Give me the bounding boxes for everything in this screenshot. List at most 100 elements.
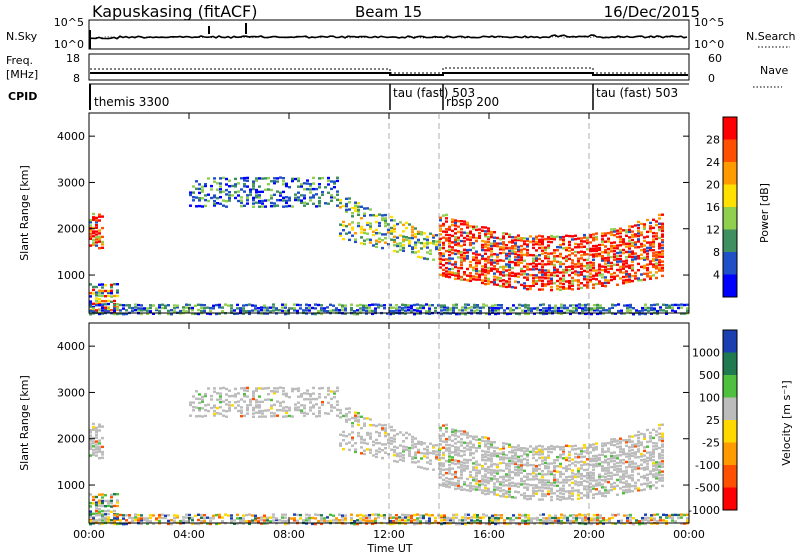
velocity-cell xyxy=(225,410,228,413)
power-cell xyxy=(658,267,661,270)
power-cell xyxy=(535,282,538,285)
power-cell xyxy=(197,308,200,312)
velocity-cell xyxy=(562,492,565,496)
power-cell xyxy=(604,270,607,273)
power-cell xyxy=(267,199,270,202)
power-cell xyxy=(487,271,490,275)
velocity-cell xyxy=(461,516,464,519)
power-cell xyxy=(511,266,514,270)
velocity-cell xyxy=(237,400,240,403)
power-cell xyxy=(610,261,613,265)
velocity-cell xyxy=(204,393,207,396)
velocity-cell xyxy=(646,440,649,444)
velocity-cell xyxy=(583,463,586,466)
velocity-cell xyxy=(508,468,511,471)
power-cell xyxy=(493,231,496,234)
power-cell xyxy=(303,194,306,197)
velocity-cell xyxy=(407,516,410,519)
velocity-cell xyxy=(425,520,428,523)
power-cell xyxy=(92,285,95,289)
power-cell xyxy=(185,303,188,306)
power-cell xyxy=(338,309,341,312)
velocity-cell xyxy=(381,427,384,430)
power-cell xyxy=(511,286,514,289)
velocity-cell xyxy=(201,400,204,403)
velocity-cell xyxy=(601,450,604,453)
power-cell xyxy=(448,245,451,248)
power-cell xyxy=(303,201,306,204)
power-cell xyxy=(643,272,646,275)
velocity-cell xyxy=(463,467,466,470)
velocity-cell xyxy=(219,406,222,409)
velocity-cell xyxy=(426,451,429,454)
velocity-cell xyxy=(544,494,547,498)
velocity-cell xyxy=(212,517,215,520)
power-cell xyxy=(460,261,463,264)
power-cell xyxy=(311,312,314,316)
velocity-cell xyxy=(360,438,363,441)
velocity-cell xyxy=(628,449,631,452)
power-cell xyxy=(320,309,323,312)
power-cell xyxy=(463,240,466,243)
velocity-cell xyxy=(529,495,532,498)
velocity-cell xyxy=(541,489,544,492)
power-cell xyxy=(526,265,529,269)
velocity-cell xyxy=(601,448,604,451)
velocity-cell xyxy=(487,437,490,440)
power-cell xyxy=(487,240,490,244)
velocity-cell xyxy=(378,434,381,437)
velocity-cell xyxy=(451,451,454,454)
velocity-cell xyxy=(460,466,463,469)
velocity-cell xyxy=(420,441,423,444)
power-cell xyxy=(281,309,284,313)
velocity-cell xyxy=(431,514,434,517)
velocity-cell xyxy=(104,494,107,497)
velocity-cell xyxy=(381,424,384,427)
velocity-cell xyxy=(306,398,309,401)
power-cell xyxy=(257,307,260,310)
velocity-cell xyxy=(490,468,493,472)
power-cell xyxy=(586,278,589,281)
power-cell xyxy=(499,265,502,269)
velocity-cell xyxy=(414,445,417,449)
velocity-cell xyxy=(586,496,589,499)
velocity-cell xyxy=(281,516,284,519)
velocity-cell xyxy=(496,472,499,475)
power-cell xyxy=(649,241,652,244)
velocity-cell xyxy=(577,481,580,484)
velocity-cell xyxy=(463,441,466,444)
velocity-cell xyxy=(542,520,545,523)
power-cell xyxy=(625,229,628,232)
velocity-cell xyxy=(122,514,125,517)
power-cell xyxy=(357,213,360,216)
velocity-cell xyxy=(221,516,224,519)
velocity-cell xyxy=(195,397,198,400)
power-cell xyxy=(371,309,374,313)
power-cell xyxy=(535,259,538,262)
velocity-cell xyxy=(448,449,451,453)
velocity-cell xyxy=(487,481,490,485)
velocity-cell xyxy=(457,466,460,469)
power-cell xyxy=(652,252,655,255)
power-cell xyxy=(523,272,526,276)
velocity-cell xyxy=(201,398,204,401)
power-cell xyxy=(95,304,98,307)
velocity-cell xyxy=(242,522,245,525)
power-cell xyxy=(92,226,95,230)
power-cell xyxy=(484,243,487,246)
velocity-cell xyxy=(336,400,339,403)
velocity-cell xyxy=(460,474,463,477)
velocity-cell xyxy=(505,495,508,499)
power-cell xyxy=(258,190,261,194)
velocity-cell xyxy=(589,443,592,447)
power-cell xyxy=(575,309,578,312)
power-cell xyxy=(467,307,470,310)
power-cell xyxy=(511,252,514,255)
velocity-cell xyxy=(134,516,137,519)
velocity-cell xyxy=(445,449,448,452)
power-cell xyxy=(643,239,646,243)
velocity-cell xyxy=(508,462,511,465)
velocity-cell xyxy=(592,496,595,499)
power-cell xyxy=(496,242,499,245)
power-cell xyxy=(354,240,357,244)
